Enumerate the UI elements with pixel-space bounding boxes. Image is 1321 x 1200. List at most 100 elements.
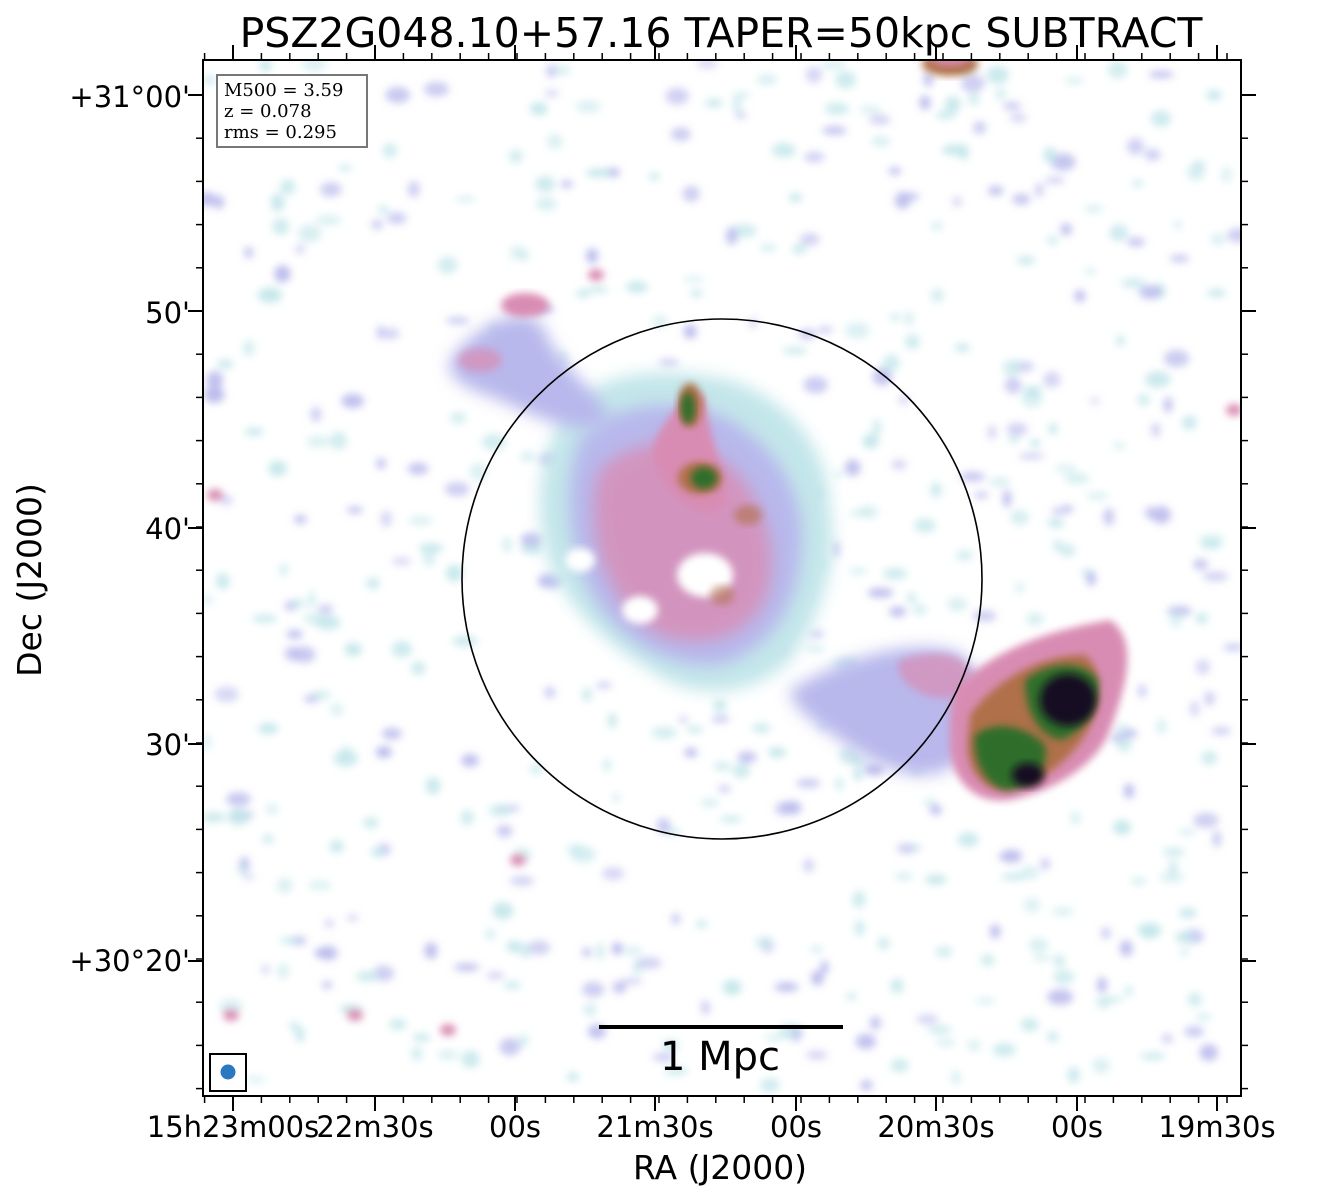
noise-speck <box>1006 422 1028 436</box>
noise-speck <box>444 481 470 497</box>
noise-speck <box>485 927 496 941</box>
noise-speck <box>658 358 679 367</box>
noise-speck <box>445 317 470 324</box>
noise-speck <box>268 460 288 477</box>
noise-speck <box>499 1037 521 1056</box>
noise-speck <box>386 212 407 225</box>
noise-speck <box>292 646 316 663</box>
noise-speck <box>322 981 332 989</box>
noise-speck <box>302 60 327 72</box>
noise-speck <box>853 766 863 782</box>
noise-speck <box>890 978 904 994</box>
noise-speck <box>461 1050 480 1068</box>
noise-speck <box>1123 985 1134 997</box>
noise-speck <box>958 144 969 161</box>
noise-speck <box>719 815 743 823</box>
noise-speck <box>951 1070 961 1085</box>
noise-speck <box>1100 927 1111 939</box>
noise-speck <box>774 982 799 992</box>
noise-speck <box>1119 940 1133 957</box>
noise-speck <box>894 872 913 881</box>
y-tick-label: +30°20' <box>69 944 190 978</box>
noise-speck <box>1207 289 1226 298</box>
noise-speck <box>1020 865 1039 880</box>
noise-speck <box>930 222 943 230</box>
x-tick-label: 20m30s <box>877 1110 995 1144</box>
noise-speck <box>1109 224 1129 242</box>
noise-speck <box>1127 237 1146 247</box>
noise-speck <box>1187 992 1202 1007</box>
noise-speck <box>1193 558 1209 570</box>
noise-speck <box>1195 612 1208 625</box>
noise-speck <box>1002 359 1023 377</box>
noise-speck <box>407 462 429 475</box>
noise-speck <box>976 997 995 1005</box>
radio-emission-image <box>203 60 1241 1093</box>
noise-speck <box>460 809 474 826</box>
noise-speck <box>1026 612 1044 626</box>
noise-speck <box>528 940 551 955</box>
noise-speck <box>957 832 979 848</box>
noise-speck <box>535 197 557 211</box>
noise-speck <box>1195 659 1211 675</box>
noise-speck <box>227 808 250 826</box>
noise-speck <box>408 515 433 526</box>
noise-speck <box>696 60 718 69</box>
noise-speck <box>665 87 689 105</box>
noise-speck <box>257 287 283 303</box>
noise-speck <box>219 998 243 1015</box>
noise-speck <box>771 142 796 158</box>
noise-speck <box>652 1053 675 1061</box>
noise-speck <box>284 601 296 612</box>
noise-speck <box>1016 256 1036 265</box>
noise-speck <box>612 793 621 802</box>
noise-speck <box>1199 1044 1218 1061</box>
noise-speck <box>509 245 524 261</box>
noise-speck <box>877 937 891 950</box>
noise-speck <box>1220 166 1232 183</box>
noise-speck <box>391 641 412 658</box>
noise-speck <box>662 1040 679 1051</box>
noise-speck <box>611 942 623 955</box>
noise-speck <box>1050 153 1076 171</box>
noise-speck <box>806 1050 828 1060</box>
noise-speck <box>966 1039 982 1052</box>
noise-speck <box>737 751 757 764</box>
noise-speck <box>956 550 974 562</box>
noise-speck <box>682 185 700 202</box>
noise-speck <box>1043 371 1061 388</box>
noise-speck <box>509 876 535 886</box>
noise-speck <box>862 433 879 449</box>
noise-speck <box>1138 684 1147 698</box>
noise-speck <box>788 192 803 203</box>
x-tick-label: 22m30s <box>316 1110 434 1144</box>
noise-speck <box>973 121 987 135</box>
noise-speck <box>1092 1057 1110 1074</box>
noise-speck <box>946 597 968 612</box>
noise-speck <box>320 182 342 197</box>
noise-speck <box>608 713 617 729</box>
noise-speck <box>683 324 697 339</box>
noise-speck <box>1161 1033 1174 1044</box>
noise-speck <box>822 126 847 135</box>
plot-frame <box>202 59 1242 1097</box>
noise-speck <box>1178 828 1196 836</box>
noise-speck <box>1113 442 1126 450</box>
noise-speck <box>506 940 522 953</box>
noise-speck <box>854 920 865 936</box>
noise-speck <box>363 817 379 828</box>
noise-speck <box>968 92 980 106</box>
noise-speck <box>520 451 536 463</box>
y-tick-label: +31°00' <box>69 80 190 114</box>
southwest-radio-galaxy <box>950 620 1128 801</box>
noise-speck <box>203 386 225 403</box>
noise-speck <box>262 834 274 844</box>
noise-speck <box>371 219 384 230</box>
noise-speck <box>731 224 757 238</box>
noise-speck <box>388 1018 407 1030</box>
noise-speck <box>259 60 272 72</box>
noise-speck <box>1040 857 1051 871</box>
noise-speck <box>1018 453 1045 460</box>
noise-speck <box>995 87 1006 100</box>
noise-speck <box>1169 255 1190 263</box>
